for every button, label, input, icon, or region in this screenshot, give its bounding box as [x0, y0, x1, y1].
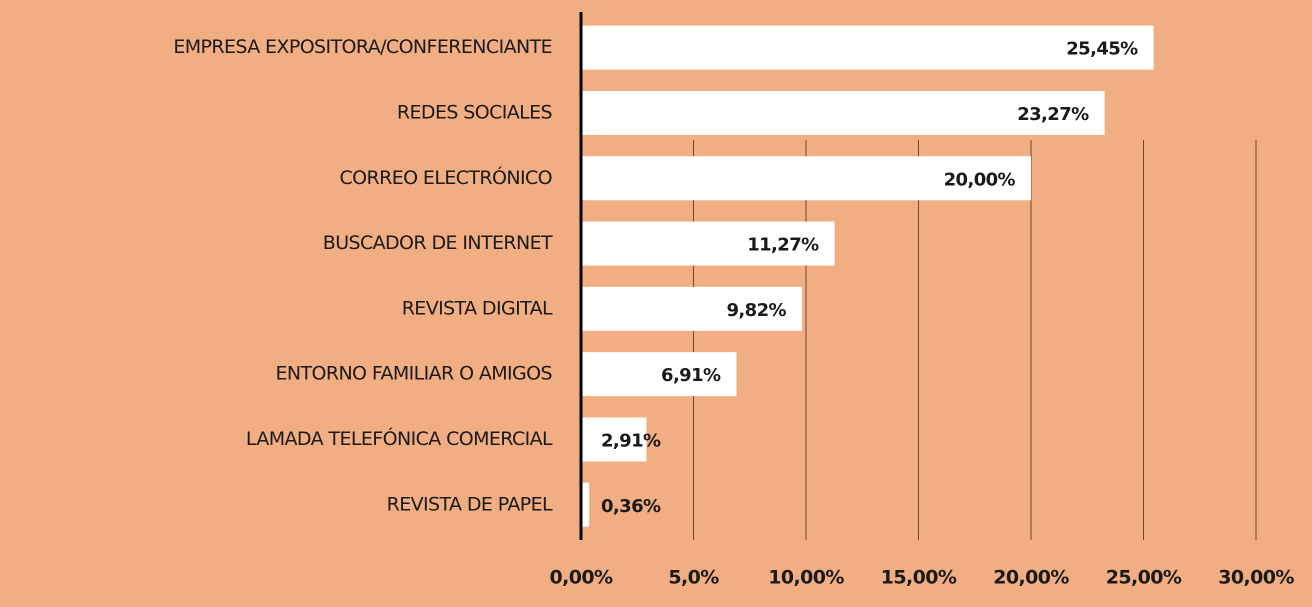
bar	[581, 90, 1105, 135]
x-tick-label: 25,00%	[1106, 567, 1182, 589]
category-label: REDES SOCIALES	[397, 101, 552, 123]
x-tick-label: 0,00%	[550, 567, 613, 589]
category-label: BUSCADOR DE INTERNET	[323, 232, 553, 254]
category-label: REVISTA DE PAPEL	[387, 493, 553, 515]
value-label: 2,91%	[601, 430, 661, 451]
category-label: LAMADA TELEFÓNICA COMERCIAL	[246, 426, 553, 450]
x-tick-label: 30,00%	[1218, 567, 1294, 589]
category-label: REVISTA DIGITAL	[402, 297, 553, 319]
bar	[581, 156, 1031, 201]
value-label: 25,45%	[1066, 39, 1138, 60]
x-tick-label: 5,0%	[668, 567, 719, 589]
x-tick-label: 10,00%	[768, 567, 844, 589]
value-label: 0,36%	[601, 496, 661, 517]
value-label: 6,91%	[661, 365, 721, 386]
value-label: 9,82%	[726, 300, 786, 321]
value-label: 23,27%	[1017, 104, 1089, 125]
bar	[581, 352, 737, 397]
category-label: EMPRESA EXPOSITORA/CONFERENCIANTE	[173, 36, 552, 58]
bar	[581, 25, 1154, 70]
value-label: 20,00%	[944, 169, 1016, 190]
bar	[581, 286, 802, 331]
x-tick-label: 20,00%	[993, 567, 1069, 589]
bar	[581, 482, 590, 527]
value-label: 11,27%	[747, 235, 819, 256]
category-label: ENTORNO FAMILIAR O AMIGOS	[275, 363, 552, 385]
bar	[581, 417, 647, 462]
category-label: CORREO ELECTRÓNICO	[340, 165, 553, 189]
x-tick-label: 15,00%	[881, 567, 957, 589]
bar	[581, 221, 835, 266]
